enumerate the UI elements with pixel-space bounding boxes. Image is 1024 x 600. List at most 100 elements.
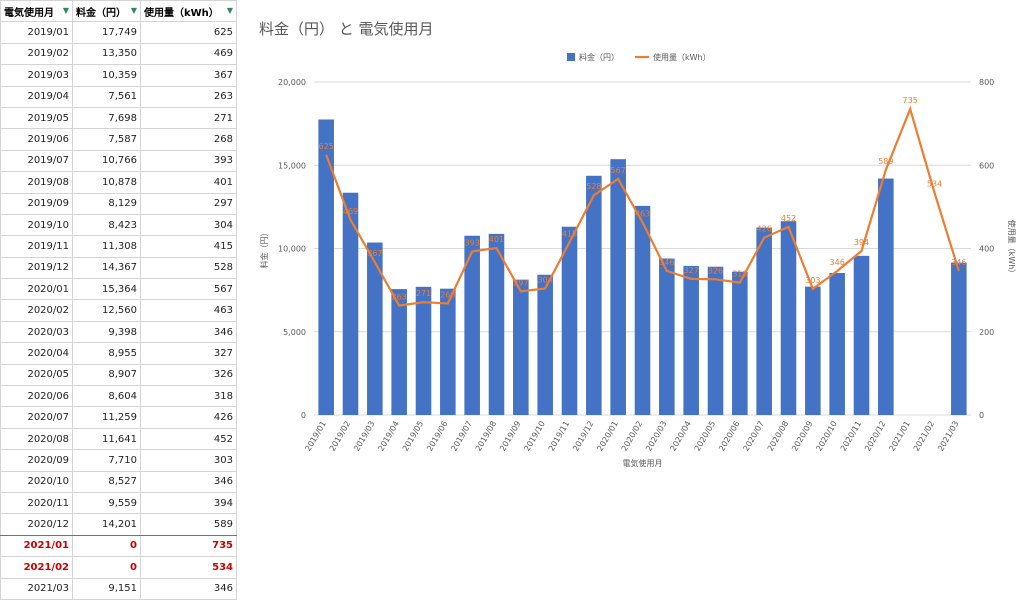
cell-usage[interactable]: 304	[140, 213, 237, 237]
bar	[780, 221, 797, 415]
cell-fee[interactable]: 11,259	[72, 406, 141, 429]
cell-fee[interactable]: 7,698	[72, 106, 141, 130]
cell-usage[interactable]: 346	[140, 577, 237, 600]
cell-month[interactable]: 2020/10	[0, 470, 73, 493]
cell-fee[interactable]: 8,955	[72, 342, 141, 365]
cell-month[interactable]: 2020/04	[0, 342, 73, 365]
cell-usage[interactable]: 318	[140, 385, 237, 408]
cell-month[interactable]: 2020/08	[0, 427, 73, 451]
data-label: 528	[586, 182, 601, 191]
cell-month[interactable]: 2020/02	[0, 299, 73, 322]
cell-month[interactable]: 2019/11	[0, 235, 73, 258]
cell-usage[interactable]: 346	[140, 470, 237, 493]
cell-usage[interactable]: 426	[140, 406, 237, 429]
cell-usage[interactable]: 528	[140, 256, 237, 280]
column-header-usage[interactable]: 使用量（kWh） ▼	[140, 0, 237, 23]
filter-icon[interactable]: ▼	[226, 5, 233, 15]
cell-usage[interactable]: 327	[140, 342, 237, 365]
cell-usage[interactable]: 735	[140, 534, 237, 558]
cell-month[interactable]: 2020/11	[0, 491, 73, 515]
cell-fee[interactable]: 11,641	[72, 427, 141, 451]
cell-fee[interactable]: 8,527	[72, 470, 141, 493]
cell-month[interactable]: 2020/03	[0, 320, 73, 344]
cell-month[interactable]: 2021/03	[0, 577, 73, 600]
cell-month[interactable]: 2019/01	[0, 21, 73, 44]
cell-fee[interactable]: 7,710	[72, 449, 141, 472]
cell-fee[interactable]: 14,201	[72, 513, 141, 536]
data-label: 393	[465, 238, 480, 247]
filter-icon[interactable]: ▼	[130, 5, 137, 15]
cell-fee[interactable]: 11,308	[72, 235, 141, 258]
cell-usage[interactable]: 401	[140, 171, 237, 194]
cell-usage[interactable]: 367	[140, 64, 237, 87]
cell-fee[interactable]: 8,604	[72, 385, 141, 408]
cell-usage[interactable]: 589	[140, 513, 237, 536]
x-tick-label: 2019/11	[547, 420, 571, 453]
cell-usage[interactable]: 268	[140, 128, 237, 151]
cell-fee[interactable]: 7,561	[72, 85, 141, 108]
cell-month[interactable]: 2019/04	[0, 85, 73, 108]
cell-fee[interactable]: 0	[72, 556, 141, 579]
cell-month[interactable]: 2019/02	[0, 42, 73, 66]
bar	[367, 242, 383, 415]
cell-fee[interactable]: 8,907	[72, 363, 141, 387]
cell-month[interactable]: 2019/03	[0, 64, 73, 87]
y2-tick-label: 200	[979, 328, 994, 337]
column-header-month[interactable]: 電気使用月 ▼	[0, 0, 73, 23]
cell-month[interactable]: 2020/12	[0, 513, 73, 536]
cell-fee[interactable]: 15,364	[72, 278, 141, 301]
cell-month[interactable]: 2020/09	[0, 449, 73, 472]
cell-fee[interactable]: 14,367	[72, 256, 141, 280]
cell-month[interactable]: 2020/06	[0, 385, 73, 408]
cell-month[interactable]: 2019/10	[0, 213, 73, 237]
cell-usage[interactable]: 297	[140, 192, 237, 215]
cell-usage[interactable]: 263	[140, 85, 237, 108]
cell-fee[interactable]: 0	[72, 534, 141, 558]
cell-usage[interactable]: 303	[140, 449, 237, 472]
bar	[391, 289, 407, 415]
cell-fee[interactable]: 13,350	[72, 42, 141, 66]
cell-usage[interactable]: 567	[140, 278, 237, 301]
cell-usage[interactable]: 346	[140, 320, 237, 344]
cell-month[interactable]: 2020/05	[0, 363, 73, 387]
cell-usage[interactable]: 271	[140, 106, 237, 130]
cell-month[interactable]: 2019/05	[0, 106, 73, 130]
cell-usage[interactable]: 463	[140, 299, 237, 322]
cell-fee[interactable]: 10,878	[72, 171, 141, 194]
cell-month[interactable]: 2019/07	[0, 149, 73, 173]
cell-usage[interactable]: 394	[140, 491, 237, 515]
cell-fee[interactable]: 8,423	[72, 213, 141, 237]
cell-month[interactable]: 2021/01	[0, 534, 73, 558]
cell-month[interactable]: 2020/07	[0, 406, 73, 429]
cell-month[interactable]: 2019/06	[0, 128, 73, 151]
cell-month[interactable]: 2019/08	[0, 171, 73, 194]
cell-fee[interactable]: 17,749	[72, 21, 141, 44]
cell-usage[interactable]: 393	[140, 149, 237, 173]
cell-fee[interactable]: 12,560	[72, 299, 141, 322]
cell-fee[interactable]: 7,587	[72, 128, 141, 151]
cell-fee[interactable]: 10,766	[72, 149, 141, 173]
cell-month[interactable]: 2019/12	[0, 256, 73, 280]
cell-usage[interactable]: 469	[140, 42, 237, 66]
bar	[342, 192, 359, 415]
cell-usage[interactable]: 534	[140, 556, 237, 579]
cell-usage[interactable]: 415	[140, 235, 237, 258]
cell-usage[interactable]: 625	[140, 21, 237, 44]
cell-usage[interactable]: 326	[140, 363, 237, 387]
chart-title: 料金（円） と 電気使用月	[259, 20, 434, 38]
cell-fee[interactable]: 9,398	[72, 320, 141, 344]
x-tick-label: 2020/07	[741, 420, 765, 453]
cell-fee[interactable]: 10,359	[72, 64, 141, 87]
cell-month[interactable]: 2019/09	[0, 192, 73, 215]
cell-usage[interactable]: 452	[140, 427, 237, 451]
cell-fee[interactable]: 8,129	[72, 192, 141, 215]
filter-icon[interactable]: ▼	[62, 5, 69, 15]
table-row: 2019/09 8,129 297	[0, 192, 237, 215]
cell-month[interactable]: 2020/01	[0, 278, 73, 301]
cell-fee[interactable]: 9,559	[72, 491, 141, 515]
cell-month[interactable]: 2021/02	[0, 556, 73, 579]
table-row: 2019/03 10,359 367	[0, 64, 237, 87]
table-row: 2020/07 11,259 426	[0, 406, 237, 429]
column-header-fee[interactable]: 料金（円） ▼	[72, 0, 141, 23]
cell-fee[interactable]: 9,151	[72, 577, 141, 600]
